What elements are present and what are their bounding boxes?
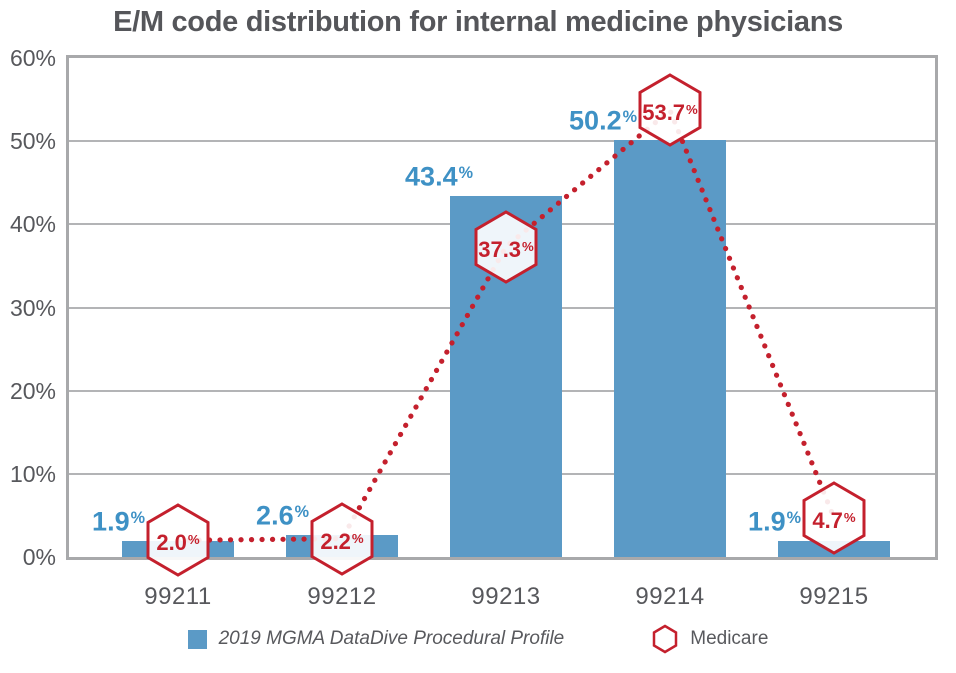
legend-item-mgma: 2019 MGMA DataDive Procedural Profile [187,628,565,650]
x-tick-label-99215: 99215 [799,583,869,610]
plot-area: 1.9% 2.6% 43.4% 50.2% 1.9% 2.0% 2.2% 37.3% 53.7%… [66,55,938,578]
medicare-value-label-99212: 2.2% [320,528,364,554]
bar-value-label-99212: 2.6% [256,500,309,531]
medicare-dotted-line [175,106,837,543]
medicare-value-label-99214: 53.7% [642,100,698,126]
chart-title: E/M code distribution for internal medic… [113,6,843,38]
blue-square-swatch [187,629,207,649]
bar-value-label-99215: 1.9% [748,506,801,537]
medicare-value-label-99215: 4.7% [812,507,856,533]
medicare-hexagon-marker-99215 [802,481,866,555]
y-tick-label: 60% [9,45,56,71]
y-tick-label: 0% [22,544,56,570]
y-tick-label: 20% [9,377,56,404]
legend-label-mgma: 2019 MGMA DataDive Procedural Profile [218,628,565,649]
medicare-hexagon-marker-99212 [310,501,374,576]
x-tick-label-99212: 99212 [307,583,377,610]
medicare-value-label-99211: 2.0% [156,530,200,556]
x-tick-label-99213: 99213 [471,583,541,610]
legend: 2019 MGMA DataDive Procedural Profile Me… [0,624,956,654]
bar-value-label-99213: 43.4% [405,161,473,192]
y-tick-label: 50% [9,128,56,155]
x-tick-label-99214: 99214 [635,583,705,610]
y-tick-label: 10% [9,460,56,487]
y-tick-label: 30% [9,294,56,321]
bar-value-label-99214: 50.2% [569,104,637,135]
legend-item-medicare: Medicare [652,624,768,654]
x-tick-label-99211: 99211 [144,583,212,610]
bar-value-label-99211: 1.9% [92,506,145,537]
gridline-50 [69,140,935,143]
legend-label-medicare: Medicare [690,628,769,649]
plot-inner: 1.9% 2.6% 43.4% 50.2% 1.9% 2.0% 2.2% 37.3% 53.7%… [69,58,935,578]
y-tick-label: 40% [9,211,56,238]
medicare-hexagon-marker-99214 [638,73,702,148]
medicare-hexagon-marker-99211 [146,503,210,578]
medicare-value-label-99213: 37.3% [478,236,534,262]
medicare-hexagon-marker-99213 [474,210,538,284]
hexagon-outline-icon [653,624,678,654]
